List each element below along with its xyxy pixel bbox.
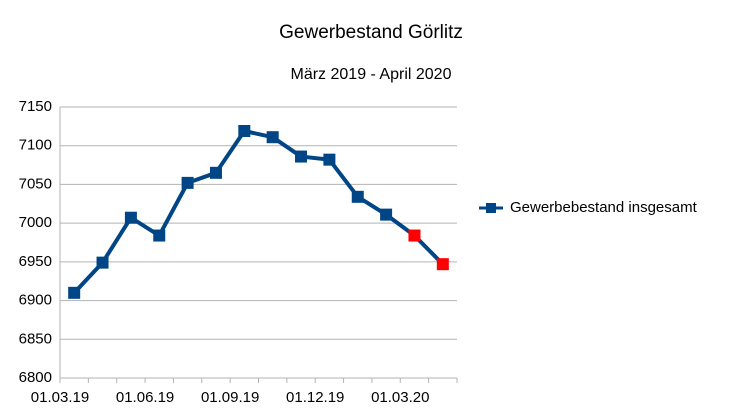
x-tick-label: 01.06.19 xyxy=(116,389,174,406)
y-tick-label: 7150 xyxy=(19,98,52,115)
data-point xyxy=(68,286,81,299)
y-tick-label: 6800 xyxy=(19,369,52,386)
x-tick-label: 01.03.20 xyxy=(371,389,429,406)
data-point xyxy=(295,150,308,163)
y-tick-label: 6950 xyxy=(19,253,52,270)
data-point xyxy=(153,229,166,242)
chart-title: Gewerbestand Görlitz xyxy=(279,22,463,43)
data-point xyxy=(323,153,336,166)
y-tick-label: 7100 xyxy=(19,137,52,154)
x-tick-label: 01.03.19 xyxy=(31,389,89,406)
y-tick-label: 6900 xyxy=(19,292,52,309)
data-point xyxy=(351,190,364,203)
x-tick-label: 01.09.19 xyxy=(201,389,259,406)
data-point xyxy=(209,166,222,179)
data-point xyxy=(408,229,421,242)
data-point xyxy=(380,208,393,221)
y-tick-label: 7050 xyxy=(19,175,52,192)
data-point xyxy=(96,256,109,269)
data-point xyxy=(436,258,449,271)
data-point xyxy=(181,176,194,189)
y-tick-label: 7000 xyxy=(19,214,52,231)
legend-marker xyxy=(486,203,496,213)
y-tick-label: 6850 xyxy=(19,330,52,347)
data-point xyxy=(238,125,251,138)
data-point xyxy=(124,211,137,224)
legend-label: Gewerbebestand insgesamt xyxy=(510,199,698,216)
x-tick-label: 01.12.19 xyxy=(286,389,344,406)
data-point xyxy=(266,131,279,144)
chart-subtitle: März 2019 - April 2020 xyxy=(291,66,452,83)
